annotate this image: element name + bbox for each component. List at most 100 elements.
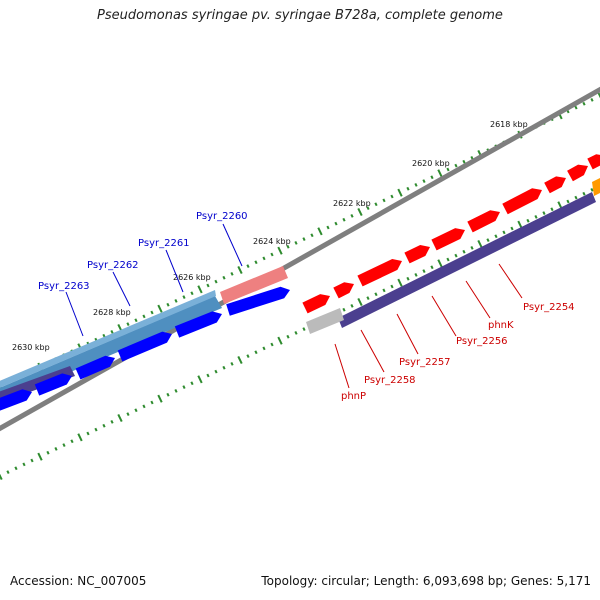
minor-tick xyxy=(430,175,434,180)
minor-tick xyxy=(174,299,178,303)
minor-tick xyxy=(382,288,386,293)
minor-tick xyxy=(142,404,146,409)
minor-tick xyxy=(22,462,26,467)
minor-tick xyxy=(270,342,274,347)
minor-tick xyxy=(462,249,466,254)
minor-tick xyxy=(374,202,378,207)
gene-label-psyr-2262: Psyr_2262 xyxy=(87,260,139,271)
tick-track-inner xyxy=(0,181,600,481)
major-tick xyxy=(157,304,163,313)
forward-gene-arrow xyxy=(544,176,566,194)
minor-tick xyxy=(134,408,138,413)
leader-line xyxy=(65,291,84,337)
major-tick xyxy=(437,169,443,178)
major-tick xyxy=(157,394,163,403)
major-tick xyxy=(197,375,203,384)
major-tick xyxy=(77,433,83,442)
minor-tick xyxy=(446,257,450,262)
minor-tick xyxy=(62,443,66,447)
major-tick xyxy=(357,297,363,307)
reverse-gene-arrow xyxy=(34,373,72,396)
minor-tick xyxy=(574,195,578,200)
major-tick xyxy=(357,207,363,217)
minor-tick xyxy=(206,283,210,288)
gene-label-psyr-2258: Psyr_2258 xyxy=(364,375,416,386)
minor-tick xyxy=(142,314,146,319)
minor-tick xyxy=(246,264,250,269)
minor-tick xyxy=(342,217,346,222)
minor-tick xyxy=(494,234,498,239)
minor-tick xyxy=(214,279,218,284)
forward-gene-arrow xyxy=(333,282,354,299)
leader-line xyxy=(165,249,184,293)
gene-label-psyr-2254: Psyr_2254 xyxy=(523,302,575,313)
forward-gene-arrow xyxy=(431,228,465,251)
major-tick xyxy=(597,91,600,99)
major-tick xyxy=(517,220,523,229)
minor-tick xyxy=(254,350,258,355)
minor-tick xyxy=(190,291,194,296)
minor-tick xyxy=(470,245,474,250)
reverse-gene-arrows xyxy=(0,286,290,411)
minor-tick xyxy=(510,226,514,231)
minor-tick xyxy=(366,296,370,301)
minor-tick xyxy=(526,218,530,223)
minor-tick xyxy=(534,215,538,219)
forward-gene-arrow xyxy=(467,210,500,233)
minor-tick xyxy=(190,381,194,386)
major-tick xyxy=(277,246,283,255)
forward-operon-band xyxy=(220,266,288,304)
minor-tick xyxy=(110,329,114,334)
orange-feature xyxy=(592,178,600,196)
major-tick xyxy=(397,188,403,197)
map-title: Pseudomonas syringae pv. syringae B728a,… xyxy=(97,8,503,23)
minor-tick xyxy=(54,447,58,451)
kbp-label-2620: 2620 kbp xyxy=(412,159,450,168)
minor-tick xyxy=(350,213,354,218)
minor-tick xyxy=(6,470,10,475)
minor-tick xyxy=(230,361,234,366)
minor-tick xyxy=(126,412,130,417)
minor-tick xyxy=(446,167,450,172)
reverse-gene-arrow xyxy=(226,286,290,316)
minor-tick xyxy=(502,230,506,235)
reverse-gene-arrow xyxy=(174,311,222,338)
minor-tick xyxy=(246,354,250,359)
minor-tick xyxy=(566,199,570,204)
minor-tick xyxy=(294,241,298,245)
minor-tick xyxy=(150,400,154,405)
leader-line xyxy=(498,263,523,299)
kbp-label-2624: 2624 kbp xyxy=(253,237,291,246)
leader-line xyxy=(222,223,243,267)
minor-tick xyxy=(166,302,170,307)
minor-tick xyxy=(302,327,306,331)
minor-tick xyxy=(382,198,386,203)
kbp-label-2626: 2626 kbp xyxy=(173,273,211,282)
minor-tick xyxy=(286,244,290,249)
forward-gene-arrow xyxy=(404,245,430,264)
minor-tick xyxy=(454,253,458,258)
minor-tick xyxy=(46,450,50,455)
minor-tick xyxy=(70,439,74,444)
minor-tick xyxy=(14,466,18,471)
minor-tick xyxy=(406,276,410,281)
minor-tick xyxy=(230,271,234,276)
minor-tick xyxy=(182,385,186,389)
minor-tick xyxy=(454,163,458,168)
reverse-operon-band-light xyxy=(0,290,216,388)
gene-label-phnk: phnK xyxy=(488,320,514,331)
minor-tick xyxy=(174,389,178,393)
minor-tick xyxy=(286,334,290,339)
minor-tick xyxy=(342,307,346,312)
kbp-label-2618: 2618 kbp xyxy=(490,120,528,129)
minor-tick xyxy=(574,105,578,110)
minor-tick xyxy=(222,365,226,370)
minor-tick xyxy=(206,373,210,378)
minor-tick xyxy=(462,159,466,164)
major-tick xyxy=(237,355,243,365)
kbp-label-2628: 2628 kbp xyxy=(93,308,131,317)
leader-line xyxy=(334,343,350,389)
minor-tick xyxy=(390,194,394,199)
leader-line xyxy=(112,271,131,307)
